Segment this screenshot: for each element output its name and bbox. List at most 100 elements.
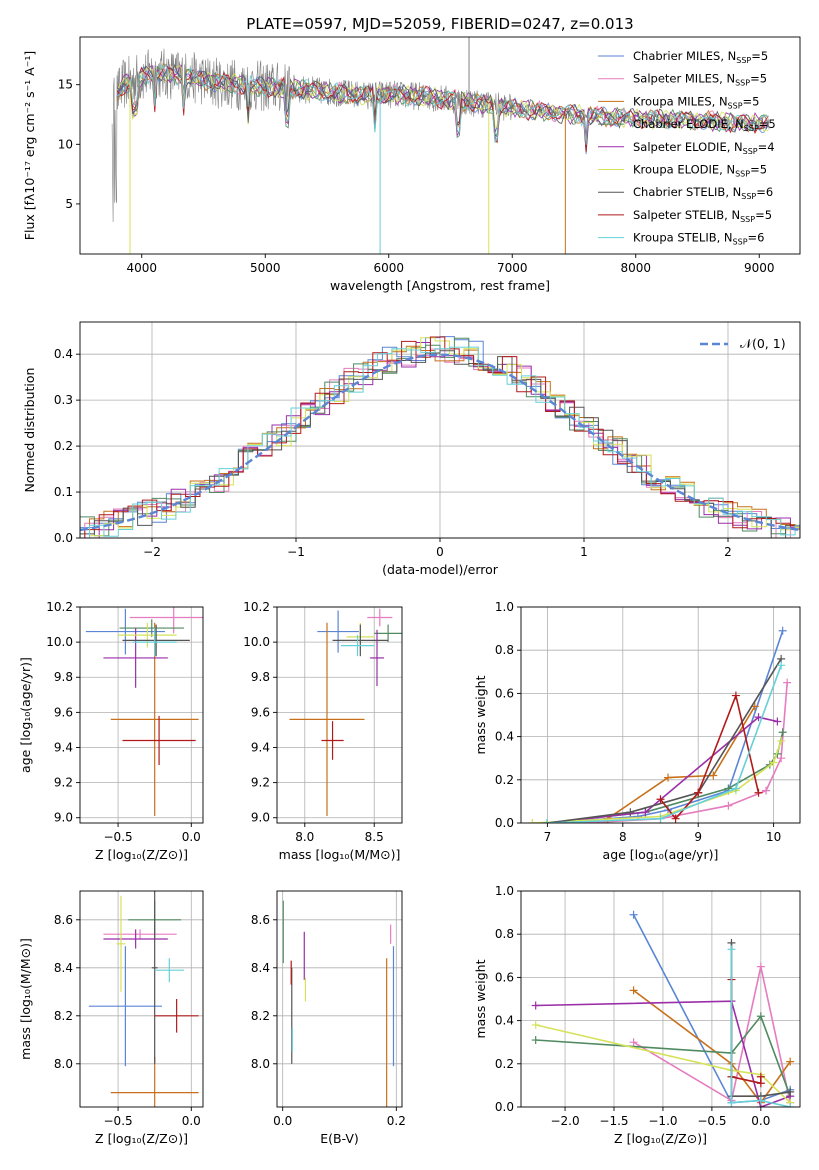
x-tick-label: 1	[580, 545, 588, 559]
y-axis-label: Flux [fλ10⁻¹⁷ erg cm⁻² s⁻¹ A⁻¹]	[22, 51, 37, 240]
model-spectrum	[116, 63, 769, 145]
mass-weight-series	[535, 1000, 791, 1107]
mass-weight-series	[547, 658, 782, 823]
x-tick-label: −0.5	[104, 830, 133, 844]
massweight-vs-age-panel: 7 8 9 10 0.0 0.2 0.4 0.6 0.8 1.0 age [log₁₀(age/yr…	[473, 600, 801, 862]
axes-frame	[276, 606, 403, 824]
x-tick-label: 2	[724, 545, 732, 559]
point-marker	[786, 1057, 795, 1066]
mass-weight-series	[585, 682, 788, 823]
point-marker	[778, 626, 787, 635]
x-axis-label: Z [log₁₀(Z/Z⊙)]	[614, 1131, 707, 1146]
x-axis-label: mass [log₁₀(M/M⊙)]	[279, 847, 401, 862]
point-marker	[629, 986, 638, 995]
x-tick-label: 9	[694, 830, 702, 844]
axes-frame	[79, 606, 204, 824]
y-tick-label: 9.8	[251, 670, 270, 684]
y-tick-label: 10.0	[243, 635, 270, 649]
mass-weight-lines	[531, 910, 795, 1107]
y-tick-label: 0.2	[54, 439, 73, 453]
y-tick-label: 0.6	[495, 970, 514, 984]
x-tick-label: 8.0	[295, 830, 314, 844]
mass-weight-series	[633, 989, 791, 1105]
figure-title: PLATE=0597, MJD=52059, FIBERID=0247, z=0…	[246, 15, 633, 33]
y-tick-label: 9.2	[251, 776, 270, 790]
point-marker	[724, 801, 733, 810]
point-marker	[531, 1001, 540, 1010]
y-tick-label: 0.4	[495, 1014, 514, 1028]
massweight-vs-metallicity-panel: −2.0 −1.5 −1.0 −0.5 0.0 0.0 0.2 0.4 0.6 0.8 1.0 Z […	[473, 884, 801, 1146]
normal-reference-curve	[80, 353, 800, 532]
model-spectrum	[116, 65, 769, 148]
point-marker	[756, 1012, 765, 1021]
x-tick-label: 7	[544, 830, 552, 844]
y-tick-label: 9.6	[54, 705, 73, 719]
legend-entry: 𝒩(0, 1)	[740, 336, 786, 351]
mass-weight-series	[730, 949, 791, 1107]
point-marker	[731, 784, 740, 793]
x-tick-label: 8	[619, 830, 627, 844]
histogram-series	[80, 337, 800, 538]
y-tick-label: 1.0	[495, 884, 514, 898]
mass-weight-series	[535, 1014, 791, 1097]
point-marker	[543, 819, 552, 823]
y-tick-label: 0.4	[54, 347, 73, 361]
y-tick-label: 8.2	[54, 1009, 73, 1023]
axes-frame	[520, 890, 801, 1108]
point-marker	[671, 814, 680, 823]
x-tick-label: 8.5	[365, 830, 384, 844]
age-vs-mass-panel: 8.0 8.5 9.0 9.2 9.4 9.6 9.8 10.0 10.2 mass [log₁₀…	[243, 600, 403, 862]
x-tick-label: 9000	[744, 261, 775, 275]
histogram-series	[80, 350, 800, 538]
point-marker	[769, 758, 778, 767]
y-tick-label: 9.2	[54, 776, 73, 790]
point-marker	[731, 691, 740, 700]
axes-frame	[276, 890, 403, 1108]
y-tick-label: 5	[65, 197, 73, 211]
x-tick-label: 0.2	[387, 1114, 406, 1128]
point-marker	[777, 754, 786, 763]
x-tick-label: 0.0	[751, 1114, 770, 1128]
y-tick-label: 10.0	[46, 635, 73, 649]
y-tick-label: 9.6	[251, 705, 270, 719]
y-axis-label: mass weight	[473, 675, 488, 754]
residual-histogram-panel: −2 −1 0 1 2 0.0 0.1 0.2 0.3 0.4 (data-model)/error…	[22, 321, 801, 577]
y-tick-label: 8.4	[54, 961, 73, 975]
legend-entry: Salpeter STELIB, NSSP=5	[633, 208, 772, 224]
histogram-series	[80, 342, 800, 538]
histogram-series	[80, 346, 800, 538]
x-axis-label: age [log₁₀(age/yr)]	[603, 847, 719, 862]
axes-frame	[520, 606, 801, 824]
histogram-series	[80, 336, 800, 538]
legend-entry: Kroupa STELIB, NSSP=6	[633, 231, 764, 247]
histogram-series	[80, 345, 800, 538]
x-tick-label: −1	[287, 545, 305, 559]
y-tick-label: 8.2	[251, 1009, 270, 1023]
x-axis-label: Z [log₁₀(Z/Z⊙)]	[95, 847, 188, 862]
point-marker	[664, 773, 673, 782]
errorbars	[85, 607, 203, 816]
age-vs-metallicity-panel: −0.5 0.0 9.0 9.2 9.4 9.6 9.8 10.0 10.2 Z [log₁₀(Z…	[18, 600, 204, 862]
point-marker	[778, 728, 787, 737]
y-tick-label: 0.3	[54, 393, 73, 407]
axes-frame	[79, 36, 801, 255]
legend-entry: Kroupa ELODIE, NSSP=5	[633, 163, 767, 179]
mass-weight-lines	[528, 626, 792, 823]
point-marker	[756, 962, 765, 971]
x-tick-label: 0	[436, 545, 444, 559]
point-marker	[629, 910, 638, 919]
point-marker	[656, 795, 665, 804]
x-axis-label: (data-model)/error	[382, 562, 499, 577]
point-marker	[531, 1020, 540, 1029]
point-marker	[777, 736, 786, 745]
point-marker	[656, 814, 665, 823]
point-marker	[773, 717, 782, 726]
x-axis-label: Z [log₁₀(Z/Z⊙)]	[95, 1131, 188, 1146]
mass-weight-series	[547, 716, 778, 823]
point-marker	[531, 1036, 540, 1045]
point-marker	[629, 1038, 638, 1047]
point-marker	[528, 819, 537, 823]
y-tick-label: 9.4	[251, 740, 270, 754]
point-marker	[754, 713, 763, 722]
